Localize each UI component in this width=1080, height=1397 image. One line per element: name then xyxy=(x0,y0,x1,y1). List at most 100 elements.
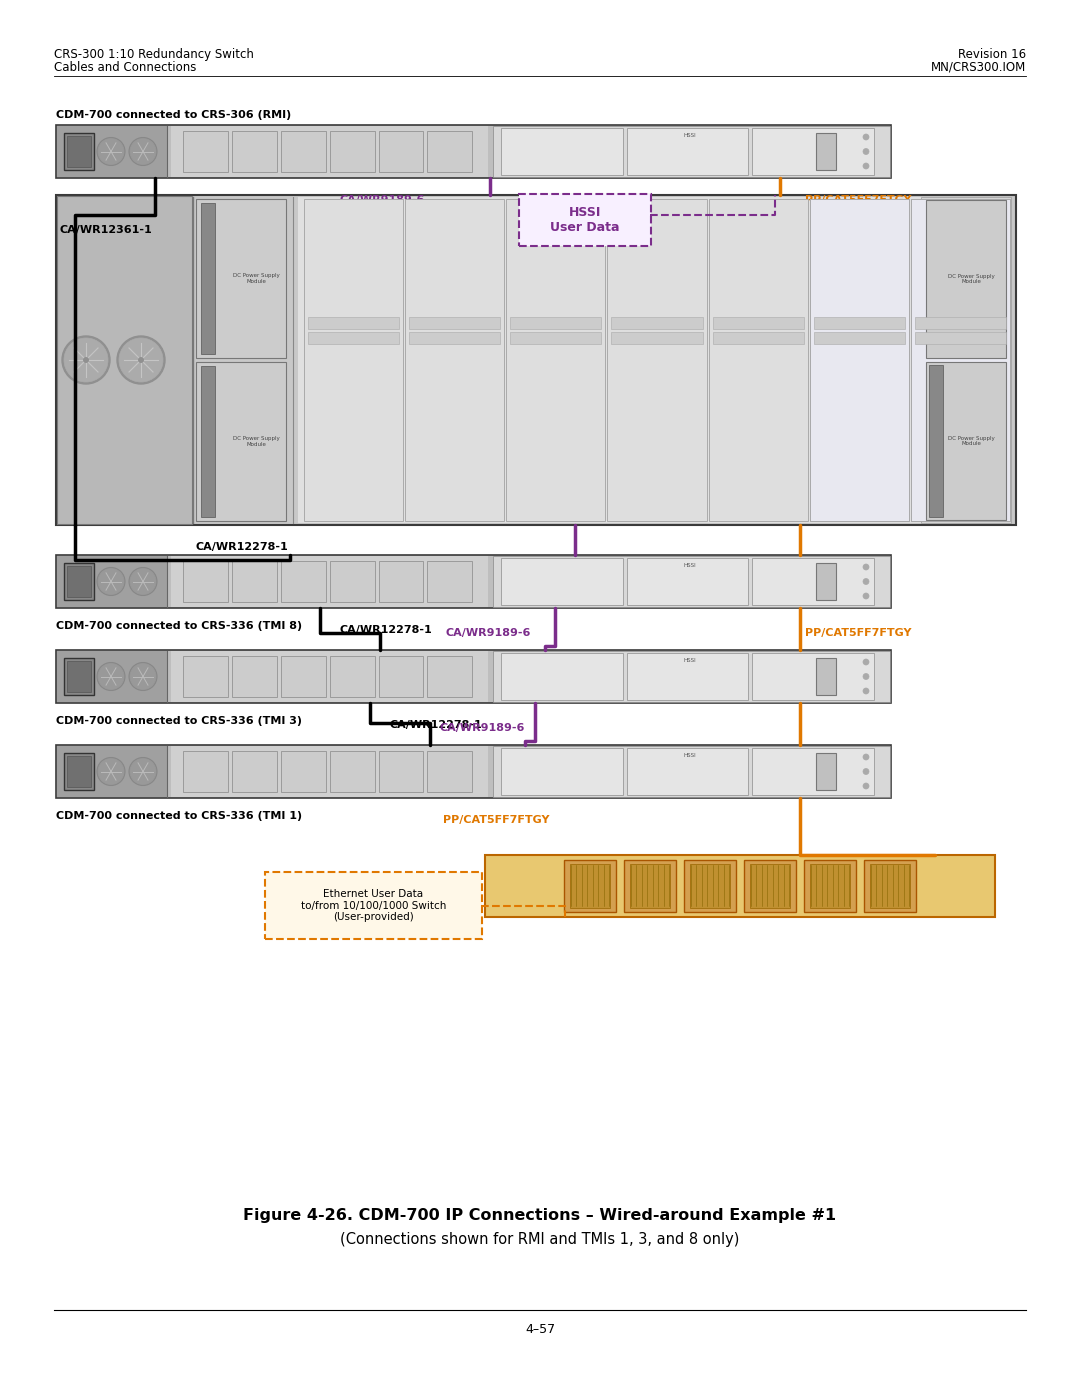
Bar xyxy=(926,200,1005,358)
Bar xyxy=(281,562,326,602)
Bar xyxy=(626,557,748,605)
Bar xyxy=(232,752,276,792)
Bar xyxy=(501,129,623,175)
Bar xyxy=(816,133,836,170)
Bar xyxy=(626,129,748,175)
Bar xyxy=(607,198,706,521)
Bar xyxy=(232,562,276,602)
Circle shape xyxy=(83,358,89,363)
Circle shape xyxy=(97,662,125,690)
Text: HSSI: HSSI xyxy=(684,753,696,759)
Bar xyxy=(195,198,286,358)
Bar xyxy=(810,198,909,521)
Text: HSSI: HSSI xyxy=(684,133,696,138)
Text: HSSI: HSSI xyxy=(684,563,696,569)
Bar xyxy=(171,746,488,798)
Bar xyxy=(501,557,623,605)
Text: CA/WR12278-1: CA/WR12278-1 xyxy=(390,719,483,731)
Bar xyxy=(624,861,676,912)
Bar xyxy=(813,317,905,328)
Text: (Connections shown for RMI and TMIs 1, 3, and 8 only): (Connections shown for RMI and TMIs 1, 3… xyxy=(340,1232,740,1248)
Circle shape xyxy=(863,148,869,155)
Bar xyxy=(329,752,375,792)
Bar xyxy=(864,861,916,912)
Bar xyxy=(183,562,228,602)
Bar xyxy=(171,126,488,177)
Bar xyxy=(494,556,890,608)
Bar xyxy=(409,317,500,328)
Circle shape xyxy=(130,569,156,595)
Bar xyxy=(183,131,228,172)
Bar xyxy=(813,331,905,344)
Bar xyxy=(171,651,488,703)
Bar xyxy=(232,131,276,172)
Circle shape xyxy=(119,338,163,381)
Circle shape xyxy=(863,564,869,570)
Bar xyxy=(630,863,670,908)
Text: HSSI
User Data: HSSI User Data xyxy=(550,205,620,235)
Text: HSSI: HSSI xyxy=(684,658,696,664)
Bar xyxy=(611,317,703,328)
Bar xyxy=(56,196,1016,525)
Text: CDM-700 connected to CRS-306 (RMI): CDM-700 connected to CRS-306 (RMI) xyxy=(56,110,292,120)
Text: 4–57: 4–57 xyxy=(525,1323,555,1336)
Bar xyxy=(428,657,472,697)
Bar xyxy=(64,658,94,694)
Bar xyxy=(494,651,890,703)
Circle shape xyxy=(138,358,144,363)
Circle shape xyxy=(863,659,869,665)
Circle shape xyxy=(64,338,108,381)
Text: CA/WR9189-6: CA/WR9189-6 xyxy=(445,629,530,638)
Bar xyxy=(171,556,488,608)
Bar xyxy=(57,556,167,608)
Circle shape xyxy=(97,137,125,165)
Bar xyxy=(67,661,91,692)
Bar xyxy=(67,566,91,597)
Bar xyxy=(56,745,891,798)
Text: CA/WR9189-6: CA/WR9189-6 xyxy=(440,724,525,733)
Circle shape xyxy=(62,337,110,384)
Bar xyxy=(870,863,910,908)
Bar xyxy=(57,126,167,177)
Circle shape xyxy=(129,662,157,690)
Text: CDM-700 connected to CRS-336 (TMI 1): CDM-700 connected to CRS-336 (TMI 1) xyxy=(56,812,302,821)
Text: MN/CRS300.IOM: MN/CRS300.IOM xyxy=(931,61,1026,74)
Text: CA/WR12278-1: CA/WR12278-1 xyxy=(195,542,287,552)
Bar xyxy=(804,861,856,912)
Bar xyxy=(910,198,1010,521)
Bar xyxy=(750,863,789,908)
Bar xyxy=(64,753,94,789)
Circle shape xyxy=(863,768,869,774)
Circle shape xyxy=(130,759,156,785)
Bar xyxy=(915,317,1005,328)
Bar xyxy=(281,131,326,172)
Bar xyxy=(56,555,891,608)
Bar xyxy=(915,331,1005,344)
Bar xyxy=(57,746,167,798)
Bar xyxy=(753,652,874,700)
Circle shape xyxy=(117,337,165,384)
Bar xyxy=(303,198,403,521)
Bar xyxy=(329,131,375,172)
Bar xyxy=(298,197,1008,522)
Bar xyxy=(378,752,423,792)
Circle shape xyxy=(129,137,157,165)
Bar xyxy=(67,136,91,168)
Bar xyxy=(570,863,610,908)
Circle shape xyxy=(863,782,869,789)
Bar xyxy=(329,657,375,697)
Bar xyxy=(57,196,192,524)
Bar xyxy=(816,563,836,599)
Bar xyxy=(611,331,703,344)
Bar xyxy=(232,657,276,697)
Bar xyxy=(67,756,91,787)
Circle shape xyxy=(129,757,157,785)
Bar xyxy=(708,198,808,521)
Bar xyxy=(501,652,623,700)
Circle shape xyxy=(863,592,869,599)
Bar xyxy=(816,658,836,694)
Bar xyxy=(195,362,286,521)
Bar xyxy=(405,198,504,521)
Bar xyxy=(56,650,891,703)
Circle shape xyxy=(98,664,124,690)
